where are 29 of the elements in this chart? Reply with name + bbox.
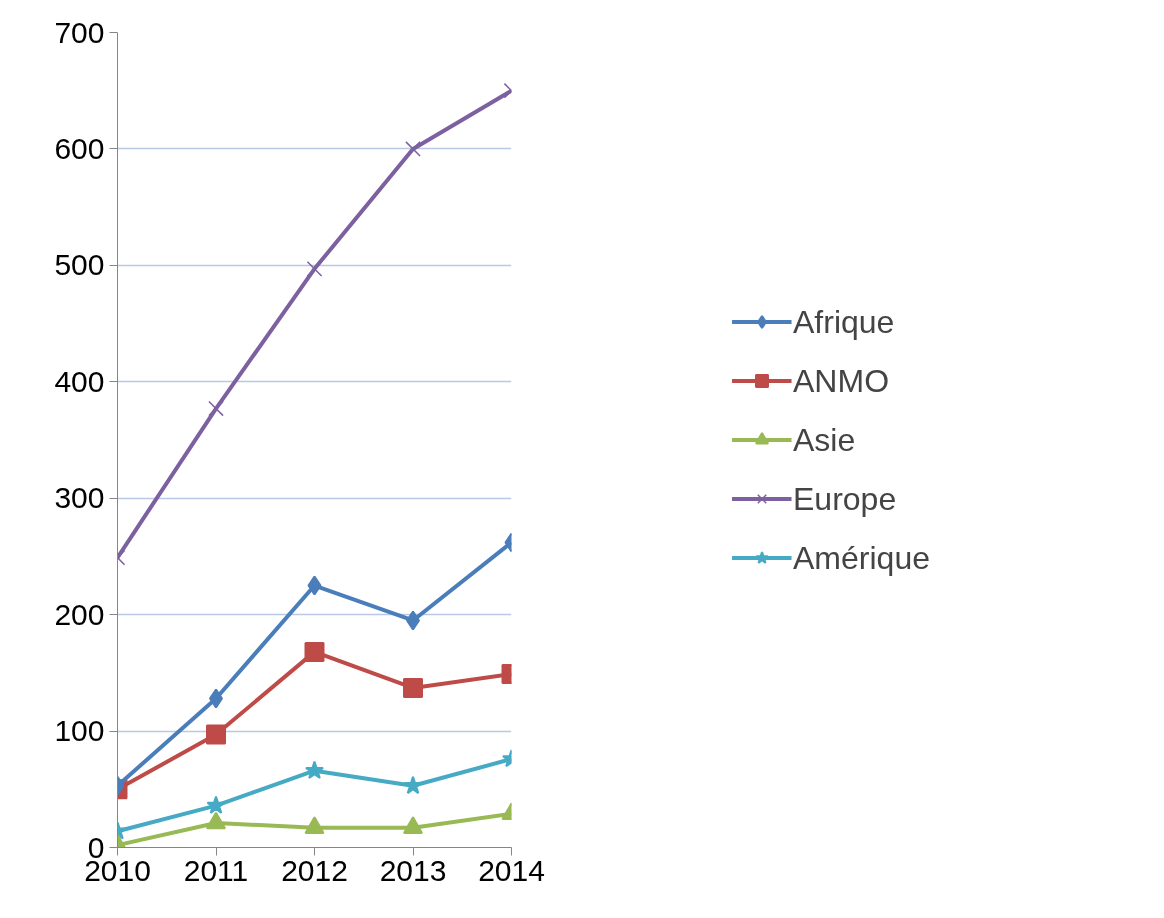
legend-label: Europe <box>793 480 897 517</box>
point <box>208 400 224 417</box>
point <box>206 724 226 745</box>
point <box>405 141 421 157</box>
point <box>206 811 226 830</box>
point <box>403 677 423 698</box>
x-tick-label: 2011 <box>183 853 249 887</box>
point <box>403 775 423 795</box>
y-tick-label: 500 <box>54 248 105 282</box>
legend-label: Afrique <box>793 303 895 340</box>
y-tick-label: 600 <box>54 131 105 165</box>
point <box>304 641 325 662</box>
y-tick-label: 700 <box>54 15 105 49</box>
y-tick-label: 100 <box>54 714 105 748</box>
x-tick-label: 2013 <box>379 853 447 887</box>
legend-label: Amérique <box>793 539 930 576</box>
point <box>403 816 423 834</box>
y-tick-label: 300 <box>54 481 105 515</box>
x-tick-label: 2012 <box>281 853 348 887</box>
legend-label: ANMO <box>793 362 890 399</box>
x-tick-label: 2014 <box>478 853 545 887</box>
y-tick-label: 400 <box>54 364 105 398</box>
point <box>206 795 226 814</box>
point <box>304 760 325 779</box>
point <box>307 575 322 596</box>
y-tick-label: 200 <box>54 597 105 631</box>
point <box>306 261 323 277</box>
legend-label: Asie <box>793 421 856 458</box>
point <box>304 816 325 834</box>
